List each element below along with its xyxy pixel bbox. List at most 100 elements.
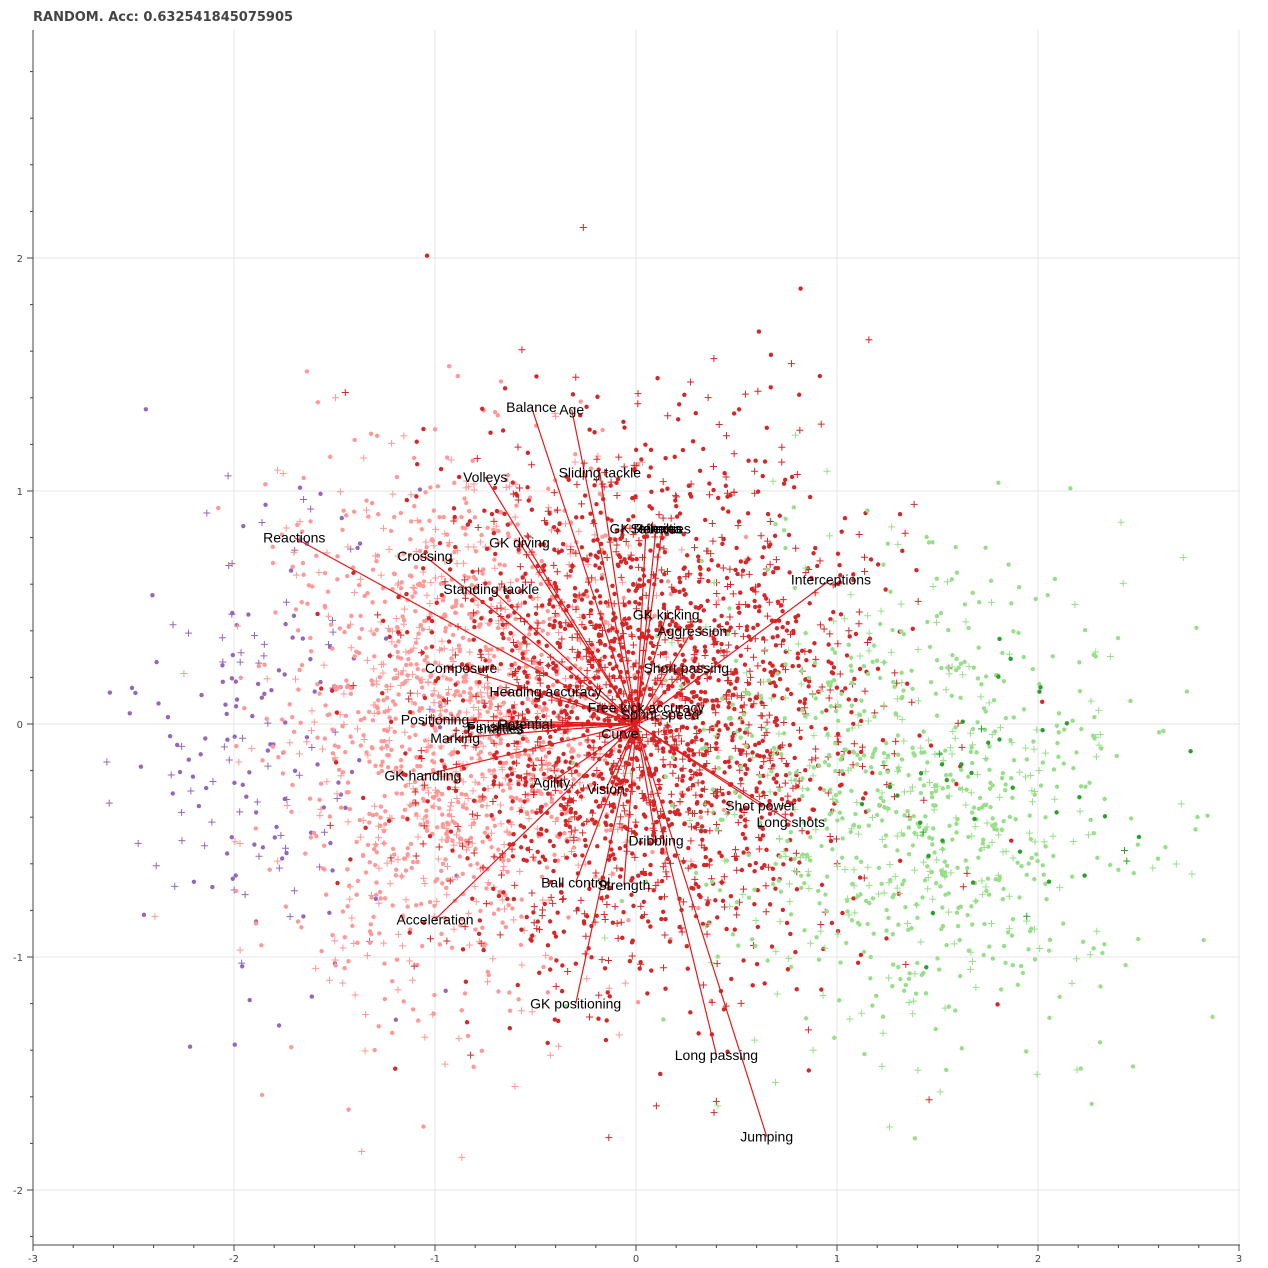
point-3892 — [629, 641, 637, 649]
point-2569 — [513, 676, 521, 684]
point-4179 — [679, 683, 684, 689]
point-4846 — [946, 891, 951, 896]
point-2529 — [602, 681, 610, 689]
point-3386 — [700, 664, 706, 670]
point-275 — [498, 737, 503, 742]
point-4026 — [694, 779, 702, 787]
point-1485 — [354, 892, 359, 897]
point-625 — [571, 845, 577, 850]
point-3728 — [617, 846, 623, 851]
point-770 — [297, 667, 302, 673]
point-1122 — [340, 770, 346, 775]
point-4417 — [819, 991, 827, 999]
point-3375 — [687, 823, 695, 831]
point-4488 — [950, 837, 955, 842]
point-3824 — [685, 966, 691, 971]
point-3111 — [646, 474, 652, 479]
point-1006 — [438, 772, 446, 780]
point-4651 — [833, 862, 841, 870]
point-3853 — [698, 689, 704, 694]
point-4958 — [983, 545, 988, 550]
point-2353 — [527, 757, 532, 762]
point-1484 — [439, 791, 445, 797]
point-3830 — [741, 850, 746, 855]
point-4439 — [855, 894, 860, 899]
point-1667 — [407, 747, 412, 752]
point-2824 — [744, 679, 752, 687]
point-3229 — [826, 630, 834, 638]
point-4239 — [1001, 818, 1006, 824]
point-4940 — [926, 779, 934, 787]
point-2157 — [643, 731, 651, 739]
point-2026 — [505, 896, 510, 902]
point-4038 — [739, 632, 747, 640]
point-922 — [576, 753, 581, 758]
point-4880 — [895, 752, 901, 757]
point-4223 — [1082, 627, 1088, 633]
point-2378 — [502, 684, 510, 692]
point-4916 — [929, 582, 937, 590]
point-4874 — [1093, 654, 1098, 659]
point-354 — [362, 1011, 370, 1018]
point-3166 — [448, 829, 454, 834]
point-1219 — [422, 658, 427, 663]
point-800 — [405, 852, 410, 857]
point-4244 — [958, 767, 964, 772]
point-4261 — [769, 751, 777, 759]
point-3679 — [453, 779, 458, 784]
point-4630 — [855, 721, 863, 729]
point-881 — [308, 707, 316, 715]
point-3091 — [767, 811, 773, 817]
point-4740 — [888, 523, 896, 531]
point-4245 — [781, 731, 787, 736]
point-2253 — [699, 981, 707, 989]
point-597 — [452, 768, 460, 776]
point-1144 — [430, 542, 438, 550]
point-3174 — [660, 746, 666, 751]
point-4762 — [785, 954, 793, 962]
point-4809 — [1022, 744, 1030, 752]
point-2958 — [557, 781, 565, 789]
point-3823 — [607, 625, 615, 633]
point-1915 — [779, 596, 787, 604]
point-4648 — [1061, 921, 1066, 926]
point-2458 — [806, 1068, 811, 1073]
point-4279 — [875, 788, 880, 793]
point-3179 — [520, 700, 525, 706]
point-1944 — [490, 517, 498, 525]
point-4133 — [1000, 770, 1006, 776]
point-2573 — [421, 721, 427, 727]
point-1059 — [516, 997, 521, 1002]
point-3988 — [592, 430, 597, 435]
point-704 — [382, 599, 388, 604]
point-1783 — [726, 509, 731, 514]
point-570 — [342, 966, 347, 971]
point-406 — [513, 538, 518, 543]
point-1482 — [375, 512, 381, 517]
point-4049 — [689, 494, 694, 499]
point-1578 — [332, 683, 337, 689]
point-472 — [264, 716, 269, 721]
point-3297 — [861, 567, 869, 575]
point-1690 — [793, 471, 801, 479]
point-660 — [346, 789, 351, 795]
point-711 — [419, 943, 425, 949]
point-545 — [351, 509, 357, 514]
point-4312 — [870, 659, 875, 665]
point-214 — [445, 691, 450, 697]
point-3880 — [510, 639, 518, 647]
point-1169 — [399, 942, 407, 950]
point-1562 — [331, 956, 339, 964]
point-4437 — [1116, 867, 1121, 873]
point-1395 — [336, 744, 341, 750]
point-1265 — [453, 873, 461, 881]
point-3697 — [755, 888, 760, 893]
point-205 — [534, 757, 540, 762]
point-462 — [357, 635, 362, 641]
point-4862 — [851, 750, 857, 755]
point-2489 — [437, 540, 443, 546]
point-931 — [416, 631, 421, 636]
point-188 — [386, 880, 394, 888]
point-1257 — [505, 531, 511, 536]
point-4484 — [911, 751, 916, 756]
